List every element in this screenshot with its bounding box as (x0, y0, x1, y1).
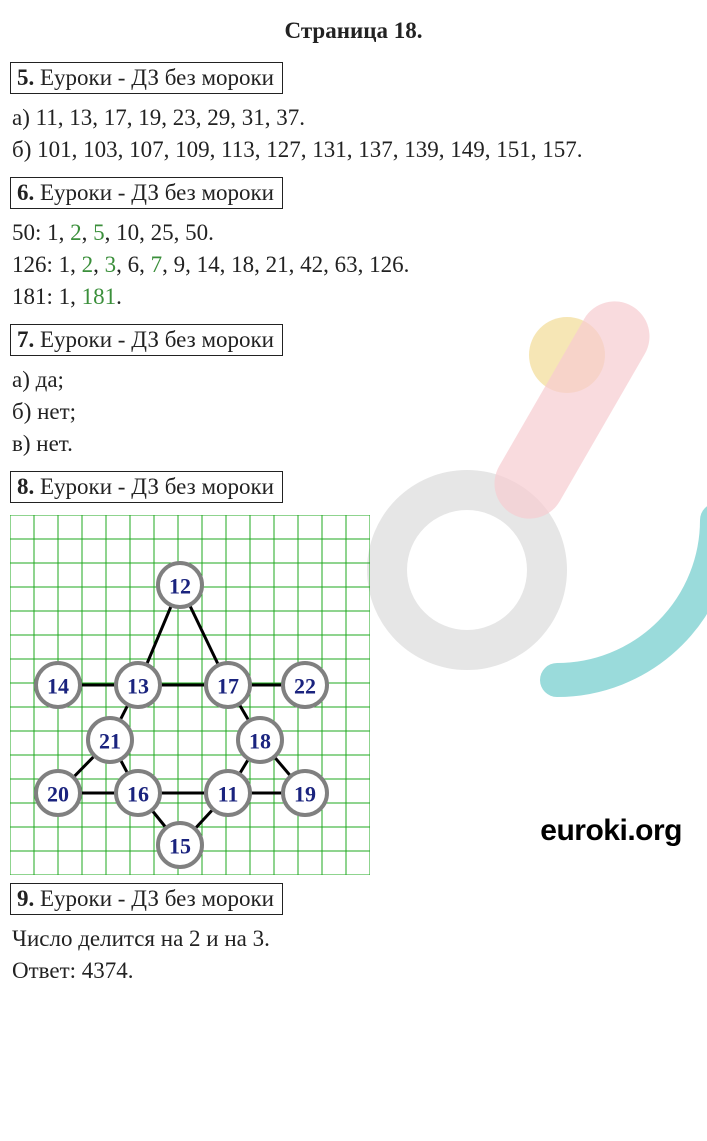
graph-node-21: 21 (88, 718, 132, 762)
svg-text:14: 14 (47, 674, 69, 699)
graph-node-17: 17 (206, 663, 250, 707)
graph-node-12: 12 (158, 563, 202, 607)
problem-8-graph: 12 14 13 17 22 21 18 20 16 11 19 15 (10, 515, 370, 875)
problem-6-line-126: 126: 1, 2, 3, 6, 7, 9, 14, 18, 21, 42, 6… (12, 252, 697, 278)
graph-node-19: 19 (283, 771, 327, 815)
graph-node-15: 15 (158, 823, 202, 867)
problem-7-number: 7. (17, 327, 34, 352)
svg-text:13: 13 (127, 674, 149, 699)
svg-text:15: 15 (169, 834, 191, 859)
svg-text:16: 16 (127, 782, 149, 807)
problem-6-header: 6. Еуроки - ДЗ без мороки (10, 177, 283, 209)
problem-7-header: 7. Еуроки - ДЗ без мороки (10, 324, 283, 356)
svg-text:19: 19 (294, 782, 316, 807)
problem-8-number: 8. (17, 474, 34, 499)
problem-7-answer-b: б) нет; (12, 399, 697, 425)
graph-node-16: 16 (116, 771, 160, 815)
problem-7-answer-c: в) нет. (12, 431, 697, 457)
svg-text:20: 20 (47, 782, 69, 807)
svg-text:17: 17 (217, 674, 239, 699)
problem-5-header: 5. Еуроки - ДЗ без мороки (10, 62, 283, 94)
problem-7-answer-a: а) да; (12, 367, 697, 393)
graph-svg: 12 14 13 17 22 21 18 20 16 11 19 15 (10, 515, 370, 875)
problem-7-label: Еуроки - ДЗ без мороки (40, 327, 274, 352)
problem-5-label: Еуроки - ДЗ без мороки (40, 65, 274, 90)
graph-node-13: 13 (116, 663, 160, 707)
problem-6-line-181: 181: 1, 181. (12, 284, 697, 310)
problem-8-header: 8. Еуроки - ДЗ без мороки (10, 471, 283, 503)
problem-9-line-1: Число делится на 2 и на 3. (12, 926, 697, 952)
graph-node-20: 20 (36, 771, 80, 815)
problem-8-label: Еуроки - ДЗ без мороки (40, 474, 274, 499)
svg-text:12: 12 (169, 574, 191, 599)
problem-6-line-50: 50: 1, 2, 5, 10, 25, 50. (12, 220, 697, 246)
brand-logo-text: euroki.org (540, 814, 682, 848)
svg-text:18: 18 (249, 729, 271, 754)
problem-9-header: 9. Еуроки - ДЗ без мороки (10, 883, 283, 915)
svg-text:21: 21 (99, 729, 121, 754)
graph-node-14: 14 (36, 663, 80, 707)
problem-5-answer-a: а) 11, 13, 17, 19, 23, 29, 31, 37. (12, 105, 697, 131)
page-title: Страница 18. (10, 18, 697, 44)
problem-6-label: Еуроки - ДЗ без мороки (40, 180, 274, 205)
svg-text:11: 11 (218, 782, 239, 807)
problem-9-number: 9. (17, 886, 34, 911)
graph-node-11: 11 (206, 771, 250, 815)
problem-9-label: Еуроки - ДЗ без мороки (40, 886, 274, 911)
problem-6-number: 6. (17, 180, 34, 205)
problem-5-answer-b: б) 101, 103, 107, 109, 113, 127, 131, 13… (12, 137, 697, 163)
svg-text:22: 22 (294, 674, 316, 699)
graph-node-22: 22 (283, 663, 327, 707)
problem-9-line-2: Ответ: 4374. (12, 958, 697, 984)
graph-node-18: 18 (238, 718, 282, 762)
problem-5-number: 5. (17, 65, 34, 90)
